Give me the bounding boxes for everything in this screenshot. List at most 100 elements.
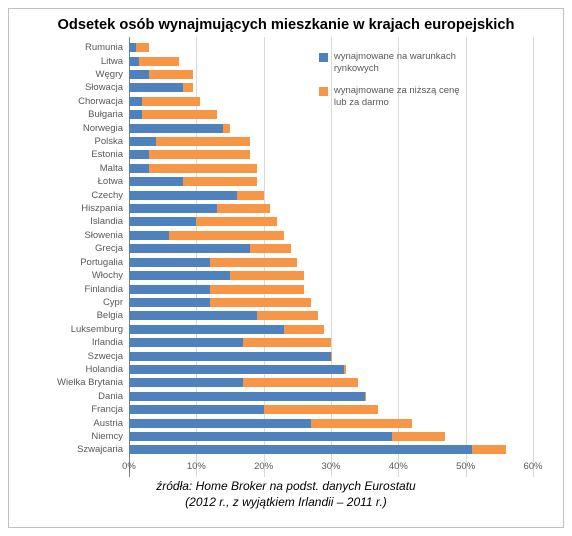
bar-row: Estonia: [129, 150, 533, 160]
country-label: Austria: [13, 418, 129, 429]
country-label: Luksemburg: [13, 324, 129, 335]
bar-segment-reduced: [217, 204, 271, 213]
bar-row: Wielka Brytania: [129, 378, 533, 388]
gridline: [533, 37, 534, 477]
bar-row: Szwecja: [129, 351, 533, 361]
country-label: Słowacja: [13, 82, 129, 93]
bar-segment-reduced: [243, 378, 357, 387]
bar-row: Finlandia: [129, 284, 533, 294]
legend: wynajmowane na warunkach rynkowych wynajm…: [319, 51, 474, 119]
bar-segment-market: [129, 217, 196, 226]
chart-card: Odsetek osób wynajmujących mieszkanie w …: [8, 8, 564, 528]
bar-segment-market: [129, 258, 210, 267]
country-label: Czechy: [13, 190, 129, 201]
country-label: Holandia: [13, 364, 129, 375]
source-line-2: (2012 r., z wyjątkiem Irlandii – 2011 r.…: [9, 495, 563, 509]
bar-segment-reduced: [264, 405, 378, 414]
bar-segment-reduced: [183, 83, 193, 92]
bar-segment-reduced: [472, 445, 506, 454]
bar-row: Islandia: [129, 217, 533, 227]
bar-segment-market: [129, 177, 183, 186]
bar-row: Holandia: [129, 364, 533, 374]
bar-segment-market: [129, 150, 149, 159]
bar-row: Francja: [129, 405, 533, 415]
legend-item: wynajmowane na warunkach rynkowych: [319, 51, 474, 75]
country-label: Szwecja: [13, 351, 129, 362]
bar-segment-reduced: [284, 325, 324, 334]
bar-segment-market: [129, 271, 230, 280]
bar-segment-market: [129, 137, 156, 146]
country-label: Polska: [13, 136, 129, 147]
bar-segment-reduced: [196, 217, 277, 226]
bar-row: Niemcy: [129, 431, 533, 441]
country-label: Bułgaria: [13, 109, 129, 120]
bar-segment-market: [129, 338, 243, 347]
bar-segment-reduced: [149, 70, 193, 79]
x-axis: 0%10%20%30%40%50%60%: [129, 459, 533, 477]
country-label: Litwa: [13, 56, 129, 67]
bar-segment-market: [129, 311, 257, 320]
legend-item: wynajmowane za niższą cenę lub za darmo: [319, 85, 474, 109]
bar-row: Włochy: [129, 271, 533, 281]
bar-segment-market: [129, 392, 365, 401]
bar-segment-market: [129, 110, 142, 119]
bar-segment-market: [129, 164, 149, 173]
source-line-1: źródła: Home Broker na podst. danych Eur…: [9, 479, 563, 493]
country-label: Szwajcaria: [13, 444, 129, 455]
country-label: Słowenia: [13, 230, 129, 241]
bar-row: Szwajcaria: [129, 445, 533, 455]
bar-segment-reduced: [311, 419, 412, 428]
bar-row: Belgia: [129, 311, 533, 321]
bar-segment-market: [129, 124, 223, 133]
country-label: Łotwa: [13, 176, 129, 187]
bar-row: Słowenia: [129, 230, 533, 240]
bar-segment-market: [129, 97, 142, 106]
bar-row: Czechy: [129, 190, 533, 200]
bar-row: Grecja: [129, 244, 533, 254]
bar-segment-reduced: [230, 271, 304, 280]
bar-segment-market: [129, 378, 243, 387]
bar-segment-market: [129, 419, 311, 428]
country-label: Węgry: [13, 69, 129, 80]
bar-segment-reduced: [331, 352, 332, 361]
bar-segment-reduced: [210, 285, 304, 294]
bar-segment-reduced: [183, 177, 257, 186]
bar-segment-reduced: [156, 137, 250, 146]
bar-segment-market: [129, 57, 139, 66]
bar-segment-reduced: [210, 258, 298, 267]
country-label: Estonia: [13, 149, 129, 160]
bar-segment-reduced: [149, 150, 250, 159]
x-tick-label: 10%: [187, 461, 206, 472]
country-label: Islandia: [13, 216, 129, 227]
bar-row: Polska: [129, 137, 533, 147]
chart-title: Odsetek osób wynajmujących mieszkanie w …: [9, 9, 563, 37]
bar-row: Cypr: [129, 297, 533, 307]
bar-segment-market: [129, 445, 472, 454]
bar-segment-market: [129, 231, 169, 240]
country-label: Hiszpania: [13, 203, 129, 214]
country-label: Malta: [13, 163, 129, 174]
legend-label: wynajmowane na warunkach rynkowych: [334, 51, 474, 75]
x-tick-label: 60%: [523, 461, 542, 472]
bar-segment-market: [129, 70, 149, 79]
bar-row: Malta: [129, 163, 533, 173]
bar-segment-reduced: [149, 164, 257, 173]
bar-segment-reduced: [344, 365, 345, 374]
bar-row: Austria: [129, 418, 533, 428]
bar-row: Portugalia: [129, 257, 533, 267]
bar-segment-reduced: [250, 244, 290, 253]
x-tick-label: 40%: [389, 461, 408, 472]
bar-segment-market: [129, 244, 250, 253]
country-label: Włochy: [13, 270, 129, 281]
bar-segment-reduced: [223, 124, 230, 133]
country-label: Niemcy: [13, 431, 129, 442]
bar-row: Luksemburg: [129, 324, 533, 334]
plot-area: RumuniaLitwaWęgrySłowacjaChorwacjaBułgar…: [129, 37, 533, 477]
country-label: Cypr: [13, 297, 129, 308]
x-tick-label: 30%: [321, 461, 340, 472]
bar-segment-market: [129, 83, 183, 92]
bar-segment-reduced: [210, 298, 311, 307]
bar-row: Dania: [129, 391, 533, 401]
bar-segment-reduced: [365, 392, 366, 401]
bar-segment-market: [129, 405, 264, 414]
